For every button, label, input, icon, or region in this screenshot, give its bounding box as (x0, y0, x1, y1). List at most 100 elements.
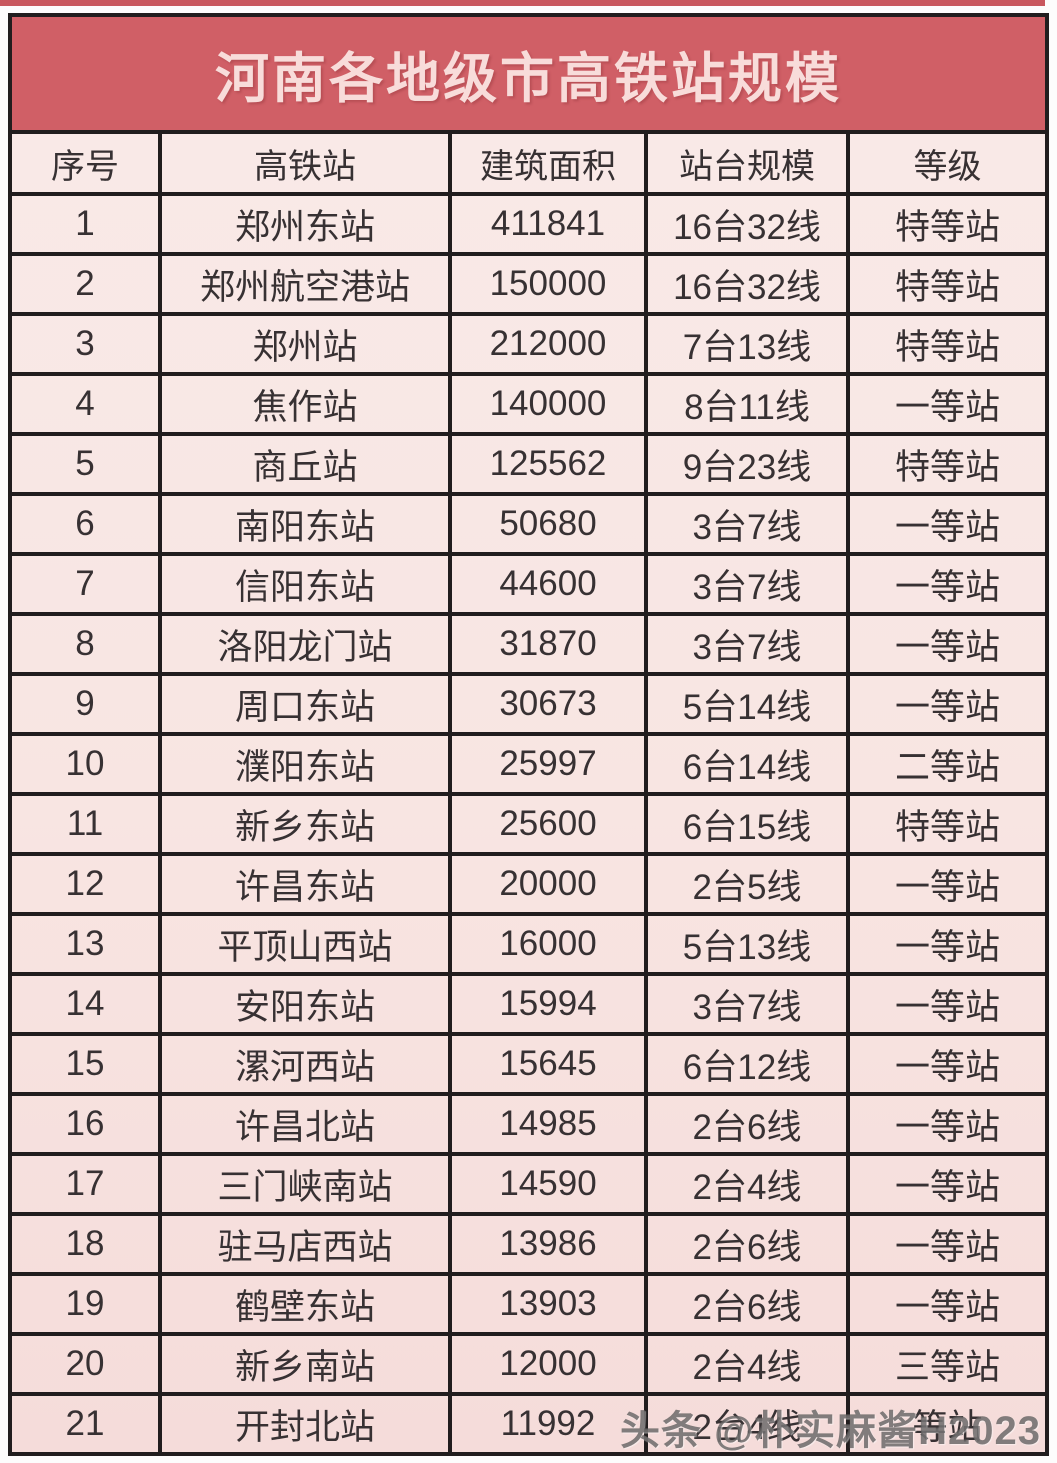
table-cell: 16台32线 (644, 252, 850, 316)
table-cell: 许昌东站 (158, 852, 452, 916)
table-cell: 一等站 (846, 1032, 1045, 1096)
table-cell: 2台4线 (644, 1152, 850, 1216)
table-cell: 鹤壁东站 (158, 1272, 452, 1336)
table-row: 6 南阳东站 50680 3台7线 一等站 (12, 492, 1045, 556)
table-cell: 5台13线 (644, 912, 850, 976)
table-cell: 南阳东站 (158, 492, 452, 556)
table-cell: 郑州航空港站 (158, 252, 452, 316)
column-header: 站台规模 (644, 134, 850, 196)
table-row: 12 许昌东站 20000 2台5线 一等站 (12, 852, 1045, 916)
table-cell: 特等站 (846, 252, 1045, 316)
table-cell: 一等站 (846, 972, 1045, 1036)
table-cell: 特等站 (846, 192, 1045, 256)
table-row: 9 周口东站 30673 5台14线 一等站 (12, 672, 1045, 736)
table-cell: 一等站 (846, 1212, 1045, 1276)
table-cell: 3台7线 (644, 492, 850, 556)
table-row: 3 郑州站 212000 7台13线 特等站 (12, 312, 1045, 376)
table-cell: 12000 (448, 1332, 648, 1396)
table-cell: 一等站 (846, 612, 1045, 676)
table-cell: 焦作站 (158, 372, 452, 436)
table-cell: 8台11线 (644, 372, 850, 436)
table-cell: 411841 (448, 192, 648, 256)
table-cell: 2台4线 (644, 1332, 850, 1396)
table-cell: 漯河西站 (158, 1032, 452, 1096)
table-cell: 8 (12, 612, 162, 676)
table-cell: 50680 (448, 492, 648, 556)
table-row: 1 郑州东站 411841 16台32线 特等站 (12, 192, 1045, 256)
table-cell: 16 (12, 1092, 162, 1156)
table-row: 21 开封北站 11992 2台4线 等站 (12, 1392, 1045, 1452)
table-cell: 3台7线 (644, 612, 850, 676)
table-row: 14 安阳东站 15994 3台7线 一等站 (12, 972, 1045, 1036)
table-cell: 6台14线 (644, 732, 850, 796)
table-cell: 许昌北站 (158, 1092, 452, 1156)
table-cell: 14 (12, 972, 162, 1036)
table-row: 18 驻马店西站 13986 2台6线 一等站 (12, 1212, 1045, 1276)
table-cell: 15994 (448, 972, 648, 1036)
table-cell: 30673 (448, 672, 648, 736)
table-cell: 140000 (448, 372, 648, 436)
table-cell: 125562 (448, 432, 648, 496)
table-cell: 3台7线 (644, 552, 850, 616)
table-cell: 驻马店西站 (158, 1212, 452, 1276)
column-header: 建筑面积 (448, 134, 648, 196)
table-cell: 周口东站 (158, 672, 452, 736)
table-cell: 21 (12, 1392, 162, 1452)
table-row: 13 平顶山西站 16000 5台13线 一等站 (12, 912, 1045, 976)
table-cell: 2台4线 (644, 1392, 850, 1452)
table-cell: 一等站 (846, 552, 1045, 616)
table-cell: 2台6线 (644, 1212, 850, 1276)
table-cell: 一等站 (846, 492, 1045, 556)
column-header: 等级 (846, 134, 1045, 196)
table-cell: 特等站 (846, 792, 1045, 856)
table-cell: 6台12线 (644, 1032, 850, 1096)
table-cell: 濮阳东站 (158, 732, 452, 796)
table-row: 20 新乡南站 12000 2台4线 三等站 (12, 1332, 1045, 1396)
table-row: 11 新乡东站 25600 6台15线 特等站 (12, 792, 1045, 856)
table-cell: 150000 (448, 252, 648, 316)
table-cell: 16台32线 (644, 192, 850, 256)
table-cell: 新乡东站 (158, 792, 452, 856)
table-cell: 一等站 (846, 1152, 1045, 1216)
table-cell: 三等站 (846, 1332, 1045, 1396)
table-row: 8 洛阳龙门站 31870 3台7线 一等站 (12, 612, 1045, 676)
table-cell: 等站 (846, 1392, 1045, 1452)
column-header: 序号 (12, 134, 162, 196)
table-cell: 5 (12, 432, 162, 496)
table-cell: 15645 (448, 1032, 648, 1096)
table-row: 5 商丘站 125562 9台23线 特等站 (12, 432, 1045, 496)
data-table: 序号 高铁站 建筑面积 站台规模 等级 1 郑州东站 411841 16台32线 特等站 2 郑州航… (12, 134, 1045, 1452)
header-row: 序号 高铁站 建筑面积 站台规模 等级 (12, 134, 1045, 196)
table-cell: 4 (12, 372, 162, 436)
table-cell: 20000 (448, 852, 648, 916)
table-cell: 12 (12, 852, 162, 916)
table-cell: 特等站 (846, 312, 1045, 376)
table-cell: 18 (12, 1212, 162, 1276)
table-cell: 9 (12, 672, 162, 736)
table-row: 7 信阳东站 44600 3台7线 一等站 (12, 552, 1045, 616)
table-cell: 6台15线 (644, 792, 850, 856)
table-cell: 新乡南站 (158, 1332, 452, 1396)
table-cell: 一等站 (846, 912, 1045, 976)
table-cell: 15 (12, 1032, 162, 1096)
table-cell: 洛阳龙门站 (158, 612, 452, 676)
table-cell: 10 (12, 732, 162, 796)
table-cell: 一等站 (846, 1272, 1045, 1336)
table-row: 10 濮阳东站 25997 6台14线 二等站 (12, 732, 1045, 796)
table-cell: 一等站 (846, 852, 1045, 916)
table-cell: 13903 (448, 1272, 648, 1336)
station-scale-table: 河南各地级市高铁站规模 序号 高铁站 建筑面积 站台规模 等级 1 郑州东站 411841 1… (8, 13, 1049, 1456)
table-cell: 2台6线 (644, 1092, 850, 1156)
top-red-strip (0, 0, 1045, 6)
table-cell: 6 (12, 492, 162, 556)
table-cell: 9台23线 (644, 432, 850, 496)
table-cell: 212000 (448, 312, 648, 376)
table-row: 2 郑州航空港站 150000 16台32线 特等站 (12, 252, 1045, 316)
table-cell: 44600 (448, 552, 648, 616)
table-cell: 19 (12, 1272, 162, 1336)
table-cell: 特等站 (846, 432, 1045, 496)
table-row: 17 三门峡南站 14590 2台4线 一等站 (12, 1152, 1045, 1216)
table-title: 河南各地级市高铁站规模 (12, 17, 1045, 134)
table-row: 19 鹤壁东站 13903 2台6线 一等站 (12, 1272, 1045, 1336)
table-cell: 16000 (448, 912, 648, 976)
